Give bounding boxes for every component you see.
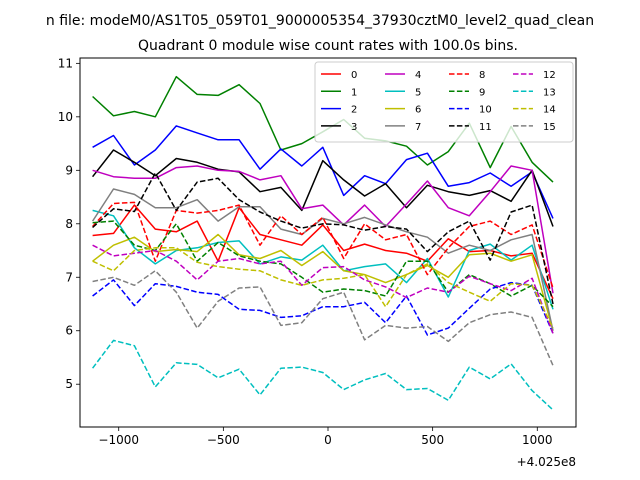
series-line-0 [92, 204, 554, 300]
series-line-7 [91, 188, 554, 331]
legend-label-1: 1 [351, 87, 357, 98]
legend-label-5: 5 [415, 87, 421, 98]
series-line-10 [92, 279, 554, 336]
series-line-2 [92, 125, 554, 219]
legend-label-12: 12 [543, 70, 556, 81]
series-line-5 [92, 209, 554, 310]
series-line-9 [92, 220, 554, 308]
y-tick-label-5: 5 [65, 377, 73, 391]
x-tick-label-500: 500 [421, 433, 444, 447]
series-line-11 [92, 172, 554, 305]
x-tick-label-0: 0 [324, 433, 332, 447]
legend-label-8: 8 [479, 70, 485, 81]
x-axis: −1000 −500 0 500 1000 [98, 427, 553, 447]
y-tick-label-7: 7 [65, 270, 73, 284]
legend-label-2: 2 [351, 105, 357, 116]
y-axis: 5 6 7 8 9 10 11 [58, 56, 80, 391]
chart-title: Quadrant 0 module wise count rates with … [138, 38, 518, 54]
legend-box [314, 61, 574, 143]
series-line-4 [92, 165, 554, 294]
legend-label-9: 9 [479, 87, 485, 98]
series-line-6 [92, 233, 554, 331]
x-tick-label-1000: −1000 [98, 433, 139, 447]
x-tick-label-500: −500 [207, 433, 240, 447]
series-line-13 [92, 339, 554, 411]
legend-label-6: 6 [415, 105, 421, 116]
legend-label-3: 3 [351, 122, 357, 133]
legend-label-4: 4 [415, 70, 421, 81]
legend-label-13: 13 [543, 87, 556, 98]
legend-label-10: 10 [479, 105, 492, 116]
plot-lines [91, 75, 554, 411]
figure-title: n file: modeM0/AS1T05_059T01_9000005354_… [46, 13, 594, 29]
series-line-15 [92, 270, 554, 366]
legend-label-15: 15 [543, 122, 556, 133]
y-tick-label-10: 10 [58, 110, 73, 124]
legend-label-7: 7 [415, 122, 421, 133]
legend-label-0: 0 [351, 70, 357, 81]
y-tick-label-9: 9 [65, 163, 73, 177]
y-tick-label-11: 11 [58, 56, 73, 70]
x-tick-label-1000: 1000 [522, 433, 553, 447]
series-line-3 [92, 149, 554, 227]
y-tick-label-8: 8 [65, 217, 73, 231]
series-line-12 [92, 244, 554, 334]
series-line-8 [92, 201, 554, 289]
series-line-14 [92, 247, 554, 329]
x-offset-label: +4.025e8 [517, 455, 576, 469]
legend-label-11: 11 [479, 122, 492, 133]
legend-label-14: 14 [543, 105, 556, 116]
y-tick-label-6: 6 [65, 324, 73, 338]
